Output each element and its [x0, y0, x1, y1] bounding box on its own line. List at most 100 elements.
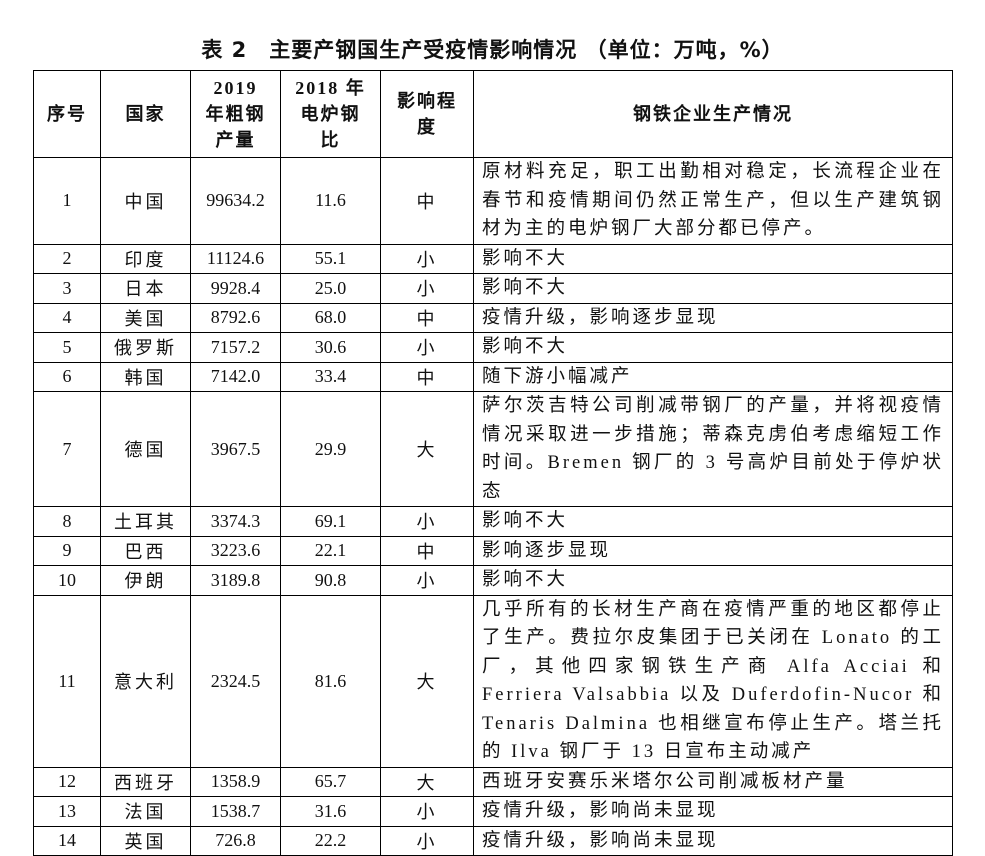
- description-cell: 原材料充足，职工出勤相对稳定，长流程企业在春节和疫情期间仍然正常生产，但以生产建…: [473, 157, 953, 245]
- table-cell: 3189.8: [190, 565, 281, 596]
- table-cell: 英国: [100, 825, 191, 856]
- table-cell: 大: [380, 391, 474, 507]
- table-cell: 日本: [100, 273, 191, 304]
- description-cell: 影响逐步显现: [473, 535, 953, 566]
- table-cell: 11.6: [280, 157, 381, 245]
- table-cell: 22.2: [280, 825, 381, 856]
- description-cell: 疫情升级，影响尚未显现: [473, 796, 953, 827]
- table-cell: 11124.6: [190, 243, 281, 274]
- table-cell: 10: [33, 565, 101, 596]
- table-cell: 大: [380, 594, 474, 768]
- description-cell: 影响不大: [473, 332, 953, 363]
- table-cell: 726.8: [190, 825, 281, 856]
- table-cell: 小: [380, 243, 474, 274]
- description-cell: 影响不大: [473, 273, 953, 304]
- table-cell: 13: [33, 796, 101, 827]
- table-cell: 81.6: [280, 594, 381, 768]
- table-cell: 法国: [100, 796, 191, 827]
- description-cell: 疫情升级，影响逐步显现: [473, 302, 953, 333]
- table-row: 9 巴西 3223.6 22.1 中影响逐步显现: [33, 535, 953, 566]
- table-cell: 8: [33, 506, 101, 537]
- description-cell: 萨尔茨吉特公司削减带钢厂的产量，并将视疫情情况采取进一步措施；蒂森克虏伯考虑缩短…: [473, 391, 953, 507]
- table-cell: 6: [33, 361, 101, 392]
- table-row: 11 意大利 2324.5 81.6 大几乎所有的长材生产商在疫情严重的地区都停止了生产…: [33, 594, 953, 768]
- table-row: 13 法国 1538.7 31.6 小疫情升级，影响尚未显现: [33, 796, 953, 827]
- table-row: 2 印度 11124.6 55.1 小影响不大: [33, 243, 953, 274]
- table-row: 3 日本 9928.4 25.0 小影响不大: [33, 273, 953, 304]
- table-row: 1 中国 99634.2 11.6 中原材料充足，职工出勤相对稳定，长流程企业在春节和疫…: [33, 157, 953, 245]
- table-title: 表 2 主要产钢国生产受疫情影响情况 （单位：万吨，%）: [201, 38, 784, 62]
- table-cell: 小: [380, 273, 474, 304]
- table-cell: 55.1: [280, 243, 381, 274]
- table-cell: 5: [33, 332, 101, 363]
- table-cell: 中国: [100, 157, 191, 245]
- table-row: 7 德国 3967.5 29.9 大萨尔茨吉特公司削减带钢厂的产量，并将视疫情情况采取进…: [33, 391, 953, 507]
- header-row: 序号 国家 2019 年粗钢产量 2018 年电炉钢比 影响程度 钢铁企业生产情况: [33, 70, 953, 158]
- table-cell: 中: [380, 302, 474, 333]
- table-cell: 美国: [100, 302, 191, 333]
- table-cell: 7: [33, 391, 101, 507]
- table-cell: 土耳其: [100, 506, 191, 537]
- table-cell: 西班牙: [100, 766, 191, 797]
- table-cell: 3: [33, 273, 101, 304]
- table-row: 12 西班牙 1358.9 65.7 大西班牙安赛乐米塔尔公司削减板材产量: [33, 766, 953, 797]
- table-cell: 中: [380, 535, 474, 566]
- table-row: 8 土耳其 3374.3 69.1 小影响不大: [33, 506, 953, 537]
- table: 序号 国家 2019 年粗钢产量 2018 年电炉钢比 影响程度 钢铁企业生产情况 1 中国…: [33, 70, 953, 856]
- description-cell: 西班牙安赛乐米塔尔公司削减板材产量: [473, 766, 953, 797]
- table-cell: 3223.6: [190, 535, 281, 566]
- description-cell: 影响不大: [473, 565, 953, 596]
- header-cell: 2019 年粗钢产量: [190, 70, 281, 158]
- table-cell: 德国: [100, 391, 191, 507]
- table-cell: 7142.0: [190, 361, 281, 392]
- table-cell: 65.7: [280, 766, 381, 797]
- table-cell: 小: [380, 796, 474, 827]
- table-cell: 8792.6: [190, 302, 281, 333]
- table-cell: 小: [380, 565, 474, 596]
- table-cell: 29.9: [280, 391, 381, 507]
- table-cell: 伊朗: [100, 565, 191, 596]
- table-row: 6 韩国 7142.0 33.4 中随下游小幅减产: [33, 361, 953, 392]
- header-cell: 钢铁企业生产情况: [473, 70, 953, 158]
- table-cell: 14: [33, 825, 101, 856]
- description-cell: 随下游小幅减产: [473, 361, 953, 392]
- table-cell: 印度: [100, 243, 191, 274]
- table-cell: 巴西: [100, 535, 191, 566]
- table-cell: 30.6: [280, 332, 381, 363]
- table-cell: 意大利: [100, 594, 191, 768]
- table-cell: 68.0: [280, 302, 381, 333]
- page: 表 2 主要产钢国生产受疫情影响情况 （单位：万吨，%） 序号 国家 2019 年粗…: [33, 38, 953, 856]
- table-cell: 1358.9: [190, 766, 281, 797]
- table-cell: 2: [33, 243, 101, 274]
- table-cell: 小: [380, 506, 474, 537]
- table-cell: 99634.2: [190, 157, 281, 245]
- table-cell: 7157.2: [190, 332, 281, 363]
- description-cell: 几乎所有的长材生产商在疫情严重的地区都停止了生产。费拉尔皮集团于已关闭在 Lon…: [473, 594, 953, 768]
- table-cell: 俄罗斯: [100, 332, 191, 363]
- table-cell: 3374.3: [190, 506, 281, 537]
- header-cell: 2018 年电炉钢比: [280, 70, 381, 158]
- table-row: 14 英国 726.8 22.2 小疫情升级，影响尚未显现: [33, 825, 953, 856]
- table-cell: 1: [33, 157, 101, 245]
- description-cell: 疫情升级，影响尚未显现: [473, 825, 953, 856]
- table-cell: 11: [33, 594, 101, 768]
- table-cell: 2324.5: [190, 594, 281, 768]
- table-cell: 25.0: [280, 273, 381, 304]
- table-cell: 4: [33, 302, 101, 333]
- table-cell: 中: [380, 157, 474, 245]
- description-cell: 影响不大: [473, 506, 953, 537]
- table-cell: 90.8: [280, 565, 381, 596]
- table-cell: 韩国: [100, 361, 191, 392]
- table-cell: 小: [380, 825, 474, 856]
- header-cell: 影响程度: [380, 70, 474, 158]
- table-cell: 小: [380, 332, 474, 363]
- table-cell: 33.4: [280, 361, 381, 392]
- table-cell: 3967.5: [190, 391, 281, 507]
- table-cell: 大: [380, 766, 474, 797]
- table-cell: 22.1: [280, 535, 381, 566]
- table-row: 10 伊朗 3189.8 90.8 小影响不大: [33, 565, 953, 596]
- table-body: 1 中国 99634.2 11.6 中原材料充足，职工出勤相对稳定，长流程企业在春节和疫…: [33, 157, 953, 856]
- table-cell: 9: [33, 535, 101, 566]
- header-cell: 序号: [33, 70, 101, 158]
- table-row: 4 美国 8792.6 68.0 中疫情升级，影响逐步显现: [33, 302, 953, 333]
